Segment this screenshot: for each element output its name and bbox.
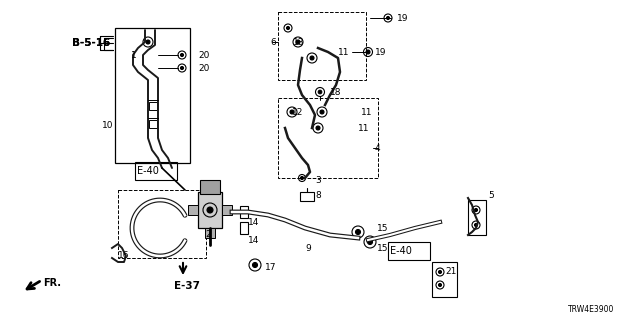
Circle shape [438, 270, 442, 274]
Circle shape [366, 50, 370, 54]
Text: 12: 12 [292, 108, 303, 116]
Circle shape [438, 284, 442, 286]
Bar [135, 162, 177, 180]
Circle shape [180, 53, 184, 57]
Bar [278, 12, 366, 80]
Text: 1: 1 [131, 51, 137, 60]
Text: 13: 13 [293, 37, 305, 46]
Text: 11: 11 [338, 47, 349, 57]
Bar [200, 180, 220, 194]
Text: 18: 18 [330, 87, 342, 97]
Bar [188, 205, 198, 215]
Bar [149, 120, 157, 128]
Text: 20: 20 [198, 51, 209, 60]
Circle shape [301, 177, 303, 180]
Circle shape [310, 56, 314, 60]
Text: 5: 5 [488, 190, 493, 199]
Circle shape [296, 40, 300, 44]
Text: 9: 9 [305, 244, 311, 252]
Text: B-5-16: B-5-16 [72, 38, 110, 48]
Text: E-40: E-40 [137, 166, 159, 176]
Text: 2: 2 [205, 229, 211, 238]
Text: 6: 6 [270, 37, 276, 46]
Bar [205, 228, 215, 238]
Circle shape [474, 223, 477, 227]
Bar [198, 192, 222, 228]
Text: 20: 20 [198, 63, 209, 73]
Text: 4: 4 [375, 143, 381, 153]
Text: 15: 15 [377, 223, 388, 233]
Circle shape [253, 262, 257, 268]
Bar [468, 200, 486, 235]
Text: 16: 16 [118, 251, 129, 260]
Circle shape [367, 239, 372, 244]
Text: TRW4E3900: TRW4E3900 [568, 306, 614, 315]
Circle shape [290, 110, 294, 114]
Text: E-37: E-37 [174, 281, 200, 291]
Text: 8: 8 [315, 190, 321, 199]
Bar [222, 205, 232, 215]
Bar [118, 190, 206, 258]
Bar [300, 192, 314, 201]
Text: 21: 21 [445, 268, 456, 276]
Circle shape [320, 110, 324, 114]
Circle shape [316, 126, 320, 130]
Bar [115, 28, 190, 163]
Bar [240, 206, 248, 218]
Bar [388, 242, 430, 260]
Text: 14: 14 [248, 218, 259, 227]
Bar [149, 102, 157, 110]
Circle shape [387, 17, 390, 20]
Text: FR.: FR. [43, 278, 61, 288]
Text: 19: 19 [397, 13, 408, 22]
Circle shape [318, 90, 322, 94]
Text: 15: 15 [377, 244, 388, 252]
Text: B-5-16: B-5-16 [72, 38, 110, 48]
Text: 3: 3 [315, 175, 321, 185]
Text: 11: 11 [361, 108, 372, 116]
Text: 14: 14 [248, 236, 259, 244]
Text: E-40: E-40 [390, 246, 412, 256]
Circle shape [287, 27, 289, 29]
Circle shape [146, 40, 150, 44]
Text: 17: 17 [265, 263, 276, 273]
Circle shape [355, 229, 360, 235]
Text: 10: 10 [102, 121, 113, 130]
Text: 19: 19 [375, 47, 387, 57]
Bar [278, 98, 378, 178]
Bar [240, 222, 248, 234]
Circle shape [474, 209, 477, 212]
Circle shape [180, 67, 184, 69]
Bar [432, 262, 457, 297]
Circle shape [207, 207, 213, 213]
Text: 11: 11 [358, 124, 369, 132]
